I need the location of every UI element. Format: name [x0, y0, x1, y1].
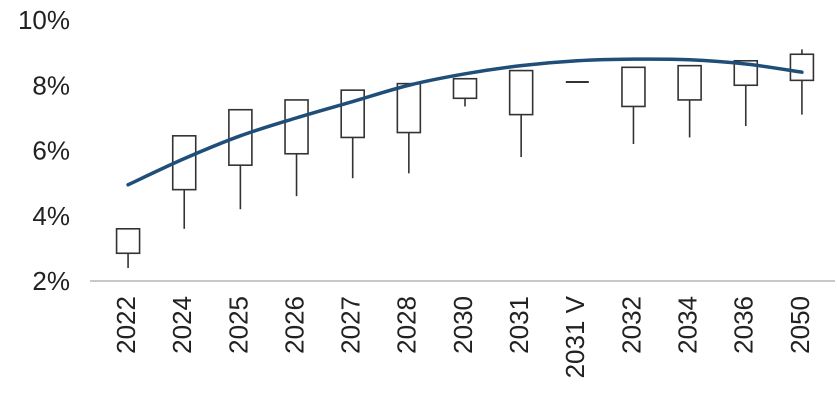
box-2031 — [508, 69, 534, 158]
x-tick-label: 2030 — [448, 296, 478, 354]
box-body — [508, 69, 534, 116]
x-tick-label: 2036 — [729, 296, 759, 354]
x-tick-label: 2026 — [279, 296, 309, 354]
box-2050 — [789, 49, 815, 115]
x-tick-label: 2031 — [504, 296, 534, 354]
y-tick-label: 2% — [32, 266, 70, 296]
box-body — [340, 89, 365, 139]
x-tick-label: 2028 — [392, 296, 422, 354]
box-2026 — [284, 99, 309, 197]
x-tick-label: 2022 — [111, 296, 141, 354]
x-tick-label: 2034 — [672, 296, 702, 354]
box-body — [789, 53, 815, 82]
x-tick-label: 2031 V — [560, 295, 590, 378]
box-2036 — [733, 59, 759, 127]
box-body — [452, 77, 478, 100]
y-tick-label: 6% — [32, 136, 70, 166]
x-tick-label: 2032 — [616, 296, 646, 354]
box-2024 — [171, 135, 197, 229]
box-series — [115, 49, 815, 268]
box-body — [396, 82, 422, 134]
y-axis-tick-labels: 2% 4% 6% 8% 10% — [18, 5, 70, 296]
y-tick-label: 8% — [32, 70, 70, 100]
box-body — [733, 59, 759, 87]
x-tick-label: 2050 — [785, 296, 815, 354]
x-tick-label: 2025 — [223, 296, 253, 354]
box-body — [677, 64, 702, 101]
box-2032 — [621, 66, 646, 144]
x-tick-label: 2024 — [167, 296, 197, 354]
box-2028 — [396, 82, 422, 174]
box-body — [621, 66, 646, 108]
box-body — [284, 99, 309, 155]
box-2025 — [228, 108, 253, 210]
trend-line — [126, 57, 804, 187]
x-tick-label: 2027 — [336, 296, 366, 354]
box-2022 — [115, 228, 141, 268]
y-tick-label: 10% — [18, 5, 70, 35]
y-tick-label: 4% — [32, 201, 70, 231]
x-axis-tick-labels: 2022 2024 2025 2026 2027 2028 2030 2031 2031 V 20… — [111, 295, 815, 378]
box-body — [115, 228, 141, 255]
box-2030 — [452, 77, 478, 107]
box-2034 — [677, 64, 702, 138]
